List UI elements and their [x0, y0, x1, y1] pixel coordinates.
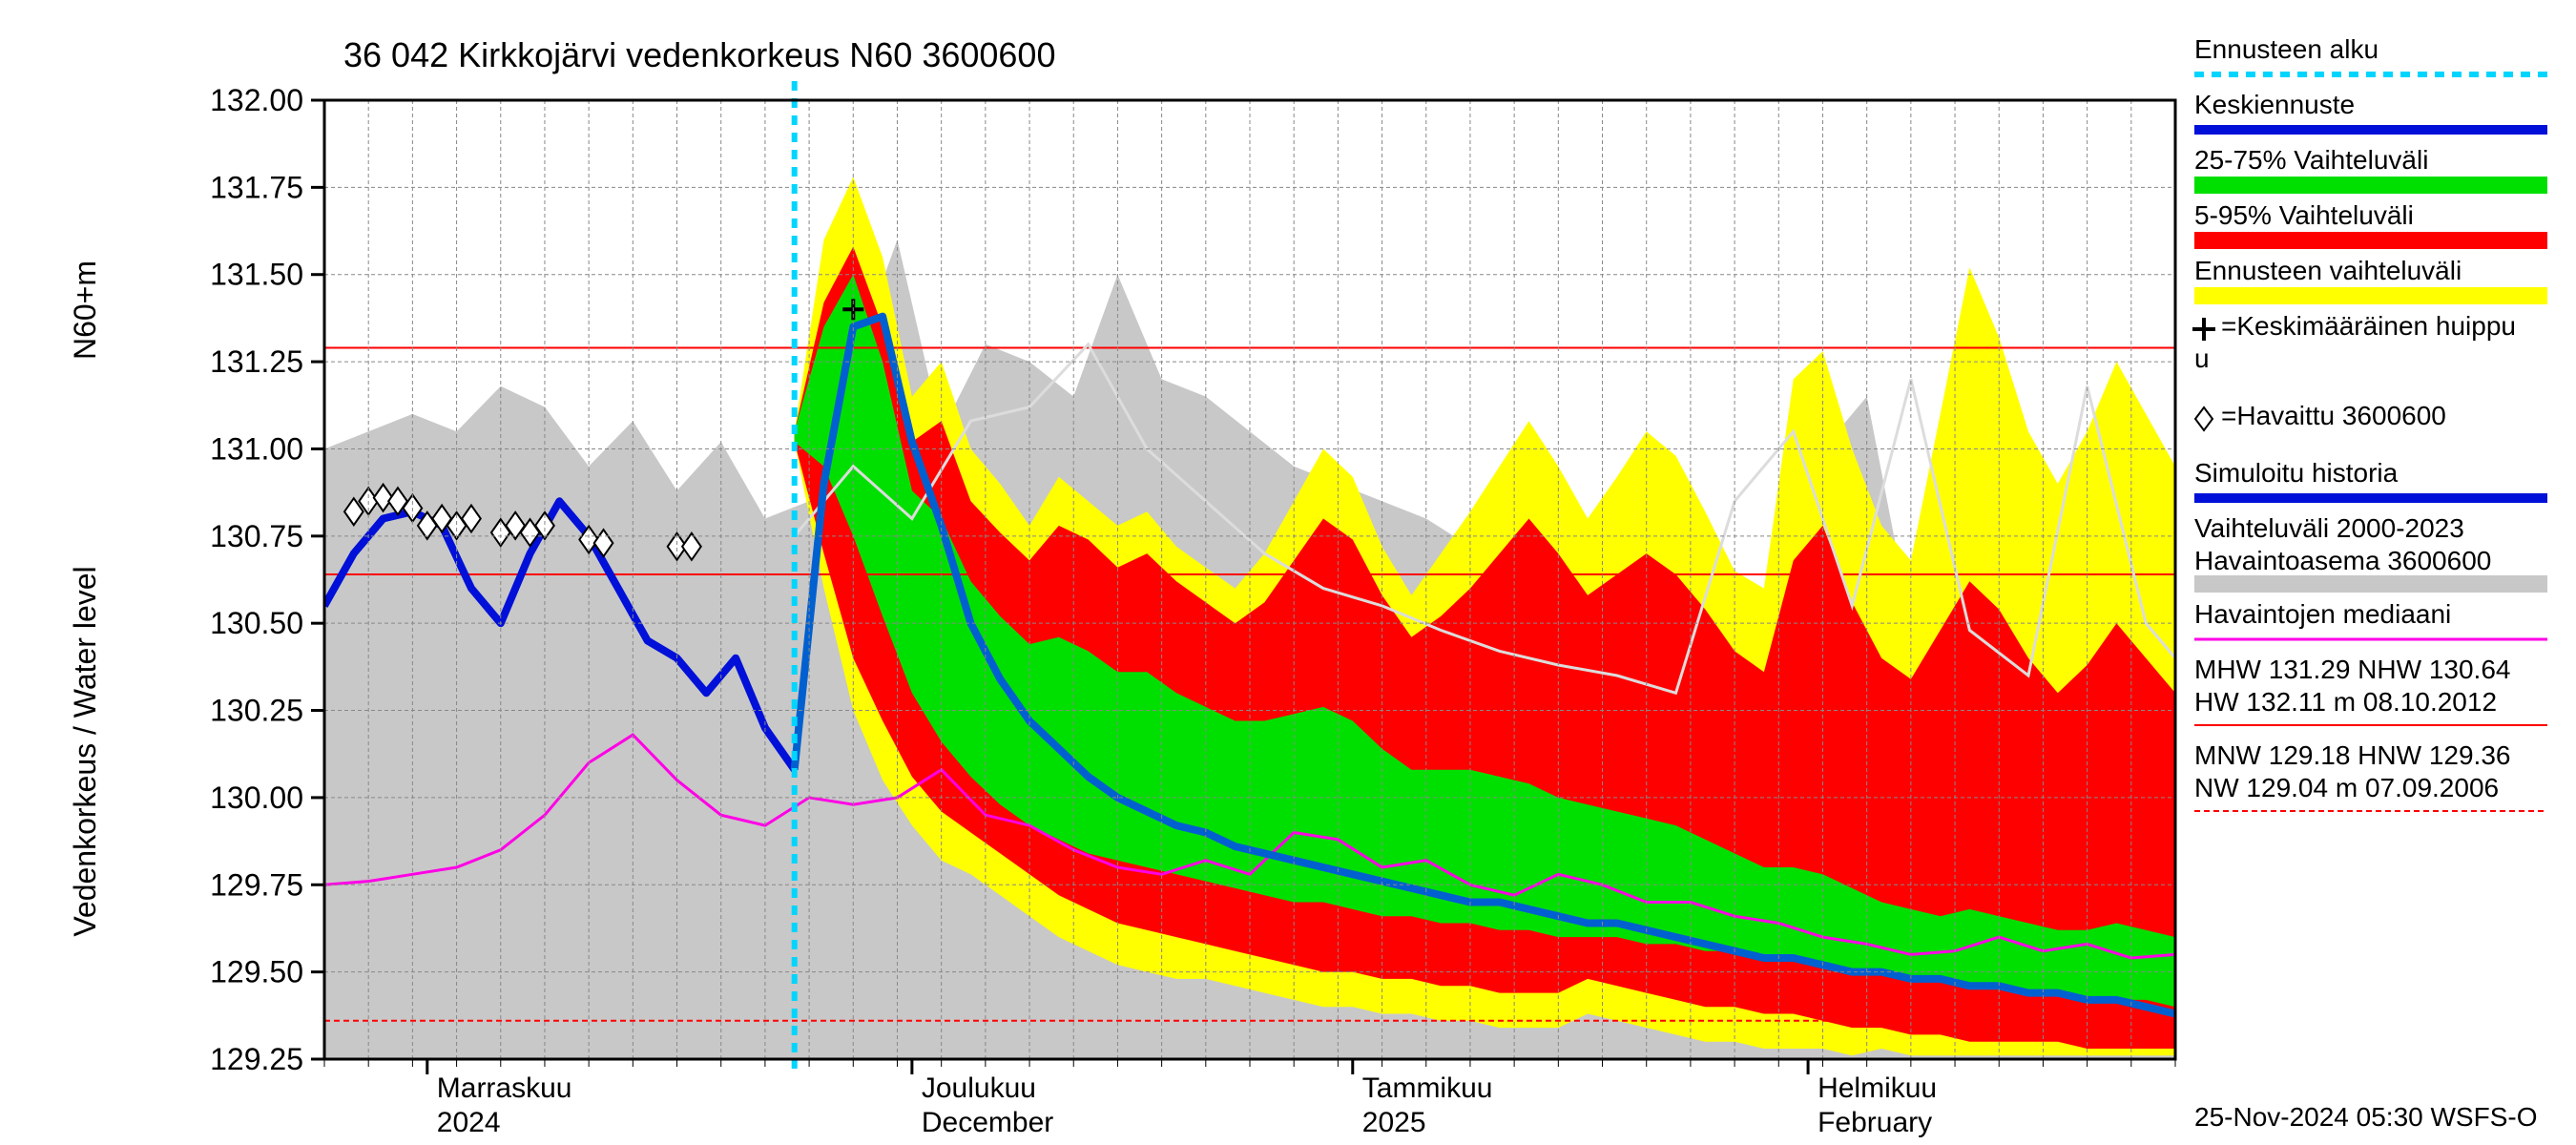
y-tick-label: 131.75: [210, 170, 303, 204]
legend-label: Simuloitu historia: [2194, 458, 2399, 488]
x-tick-label: 2025: [1362, 1107, 1426, 1138]
y-tick-label: 130.75: [210, 519, 303, 553]
legend-label: =Havaittu 3600600: [2221, 401, 2446, 430]
y-tick-label: 132.00: [210, 83, 303, 117]
y-tick-label: 129.50: [210, 955, 303, 989]
y-axis-label-lower: Vedenkorkeus / Water level: [68, 566, 102, 936]
legend-swatch: [2194, 287, 2547, 304]
legend-swatch: [2194, 232, 2547, 249]
y-tick-label: 131.25: [210, 344, 303, 379]
y-axis-label-upper: N60+m: [68, 260, 102, 360]
legend-label: MNW 129.18 HNW 129.36: [2194, 740, 2510, 770]
legend-swatch: [2194, 177, 2547, 194]
x-tick-label: Joulukuu: [922, 1072, 1036, 1104]
svg-text:NW 129.04 m 07.09.2006: NW 129.04 m 07.09.2006: [2194, 773, 2499, 802]
footer-timestamp: 25-Nov-2024 05:30 WSFS-O: [2194, 1102, 2538, 1132]
legend-label: 5-95% Vaihteluväli: [2194, 200, 2414, 230]
svg-text:u: u: [2194, 344, 2210, 373]
x-tick-label: Helmikuu: [1818, 1072, 1937, 1104]
svg-text:HW 132.11 m 08.10.2012: HW 132.11 m 08.10.2012: [2194, 687, 2497, 717]
legend-label: =Keskimääräinen huippu: [2221, 311, 2516, 341]
x-tick-label: Tammikuu: [1362, 1072, 1493, 1104]
y-tick-label: 131.50: [210, 258, 303, 292]
x-tick-label: 2024: [437, 1107, 501, 1138]
legend-label: Ennusteen vaihteluväli: [2194, 256, 2462, 285]
legend-label: MHW 131.29 NHW 130.64: [2194, 655, 2510, 684]
legend-label: Vaihteluväli 2000-2023: [2194, 513, 2464, 543]
chart-svg: 129.25 129.50 129.75 130.00 130.25 130.50 130.…: [0, 0, 2576, 1145]
x-tick-label: February: [1818, 1107, 1932, 1138]
y-tick-label: 130.00: [210, 781, 303, 815]
legend-label: 25-75% Vaihteluväli: [2194, 145, 2428, 175]
y-tick-label: 131.00: [210, 431, 303, 466]
svg-text:Havaintoasema 3600600: Havaintoasema 3600600: [2194, 546, 2491, 575]
y-tick-label: 130.25: [210, 694, 303, 728]
x-tick-label: Marraskuu: [437, 1072, 572, 1104]
legend-label: Keskiennuste: [2194, 90, 2355, 119]
x-tick-label: December: [922, 1107, 1053, 1138]
legend-label: Ennusteen alku: [2194, 34, 2379, 64]
legend-label: Havaintojen mediaani: [2194, 599, 2451, 629]
chart-container: 129.25 129.50 129.75 130.00 130.25 130.50 130.…: [0, 0, 2576, 1145]
y-tick-label: 130.50: [210, 606, 303, 640]
y-tick-label: 129.75: [210, 867, 303, 902]
chart-title: 36 042 Kirkkojärvi vedenkorkeus N60 3600…: [343, 35, 1055, 74]
legend-swatch: [2194, 575, 2547, 593]
y-tick-label: 129.25: [210, 1042, 303, 1076]
